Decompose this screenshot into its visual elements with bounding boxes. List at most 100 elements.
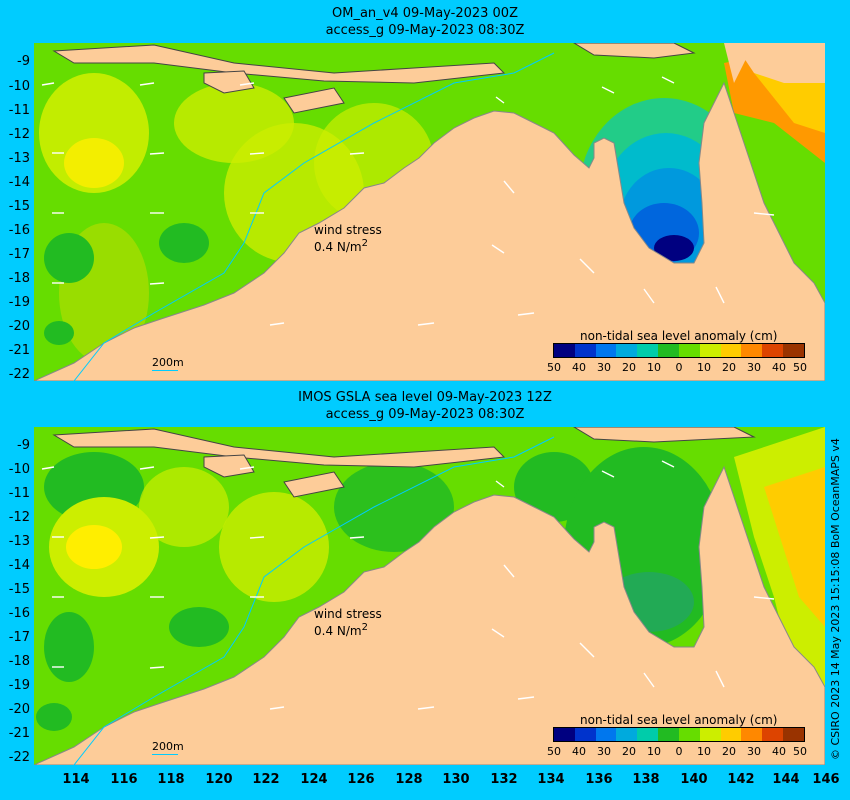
legend-tick: 30	[597, 361, 611, 374]
x-tick: 124	[300, 772, 328, 787]
wind-stress-value: 0.4 N/m	[314, 624, 362, 638]
isobath-scale-label: 200m	[152, 356, 184, 369]
sea-anomaly-blob	[44, 612, 94, 682]
y-tick: -13	[8, 534, 30, 549]
y-tick: -16	[8, 606, 30, 621]
y-tick: -20	[8, 702, 30, 717]
isobath-scale-label: 200m	[152, 740, 184, 753]
wind-stress-unit-sup: 2	[361, 238, 368, 249]
y-tick: -22	[8, 750, 30, 765]
x-tick: 142	[727, 772, 755, 787]
y-tick: -11	[8, 103, 30, 118]
x-tick: 122	[252, 772, 280, 787]
y-tick: -21	[8, 726, 30, 741]
legend-tick: 30	[747, 745, 761, 758]
wind-stress-label: wind stress 0.4 N/m2	[314, 607, 382, 638]
sea-anomaly-blob	[139, 467, 229, 547]
sea-anomaly-blob	[44, 321, 74, 345]
sea-anomaly-blob	[44, 233, 94, 283]
x-tick: 118	[157, 772, 185, 787]
legend-tick: 50	[547, 361, 561, 374]
coral-sea-anomaly	[764, 467, 825, 627]
legend-tick: 40	[772, 361, 786, 374]
gulf-anomaly	[654, 235, 694, 261]
legend-title: non-tidal sea level anomaly (cm)	[580, 713, 778, 727]
legend-tick: 10	[697, 745, 711, 758]
isobath-scale-line	[152, 370, 178, 371]
panel2-subtitle: access_g 09-May-2023 08:30Z	[325, 407, 525, 422]
sumba-land	[203, 70, 255, 94]
legend-tick: 30	[597, 745, 611, 758]
x-tick: 136	[585, 772, 613, 787]
y-tick: -19	[8, 295, 30, 310]
legend-tick: 40	[572, 745, 586, 758]
y-tick: -20	[8, 319, 30, 334]
isobath-200m	[73, 436, 555, 765]
isobath-scale-line	[152, 754, 178, 755]
legend-tick: 40	[772, 745, 786, 758]
legend-colorbar	[553, 343, 805, 358]
y-tick: -18	[8, 654, 30, 669]
png-south-land	[573, 43, 696, 59]
x-tick: 146	[812, 772, 840, 787]
wind-stress-label: wind stress 0.4 N/m2	[314, 223, 382, 254]
legend-tick: 50	[793, 361, 807, 374]
sea-anomaly-blob	[36, 703, 72, 731]
wind-stress-text: wind stress	[314, 607, 382, 621]
credit-text: © CSIRO 2023 14 May 2023 15:15:08 BoM Oc…	[829, 438, 842, 760]
x-tick: 138	[632, 772, 660, 787]
map-model-svg	[34, 43, 825, 381]
y-tick: -11	[8, 486, 30, 501]
wind-stress-unit-sup: 2	[361, 622, 368, 633]
x-tick: 144	[772, 772, 800, 787]
png-south-land	[573, 427, 756, 443]
y-tick: -17	[8, 630, 30, 645]
legend-tick: 10	[647, 361, 661, 374]
legend-tick: 20	[722, 745, 736, 758]
y-tick: -14	[8, 175, 30, 190]
y-tick: -18	[8, 271, 30, 286]
panel1-title: OM_an_v4 09-May-2023 00Z	[332, 6, 518, 21]
sea-anomaly-blob	[66, 525, 122, 569]
legend-colorbar	[553, 727, 805, 742]
y-tick: -10	[8, 462, 30, 477]
timor-land	[52, 428, 506, 468]
sea-anomaly-blob	[174, 83, 294, 163]
sea-anomaly-blob	[169, 607, 229, 647]
x-tick: 128	[395, 772, 423, 787]
legend-tick: 20	[722, 361, 736, 374]
sumba-land	[203, 454, 255, 478]
timor-land	[52, 44, 506, 84]
wind-stress-value: 0.4 N/m	[314, 240, 362, 254]
australia-land	[34, 465, 825, 765]
sea-anomaly-blob	[334, 462, 454, 552]
x-tick: 132	[490, 772, 518, 787]
y-tick: -15	[8, 199, 30, 214]
coral-sea-anomaly	[754, 73, 825, 133]
island-land	[283, 87, 345, 114]
legend-tick: 20	[622, 361, 636, 374]
wind-stress-text: wind stress	[314, 223, 382, 237]
y-tick: -19	[8, 678, 30, 693]
y-tick: -10	[8, 79, 30, 94]
far-north-land	[734, 43, 825, 83]
credit-container: © CSIRO 2023 14 May 2023 15:15:08 BoM Oc…	[829, 430, 849, 760]
australia-land	[34, 81, 825, 381]
x-tick: 120	[205, 772, 233, 787]
isobath-200m	[73, 52, 555, 381]
legend-title: non-tidal sea level anomaly (cm)	[580, 329, 778, 343]
y-tick: -12	[8, 127, 30, 142]
x-tick: 134	[537, 772, 565, 787]
y-tick: -16	[8, 223, 30, 238]
wind-arrows	[41, 76, 775, 326]
legend-tick: 0	[675, 361, 683, 374]
y-tick: -9	[17, 54, 30, 69]
panel1-subtitle: access_g 09-May-2023 08:30Z	[325, 23, 525, 38]
legend-tick: 10	[647, 745, 661, 758]
legend-tick: 40	[572, 361, 586, 374]
y-tick: -12	[8, 510, 30, 525]
island-land	[283, 471, 345, 498]
y-tick: -13	[8, 151, 30, 166]
y-tick: -15	[8, 582, 30, 597]
y-tick: -17	[8, 247, 30, 262]
